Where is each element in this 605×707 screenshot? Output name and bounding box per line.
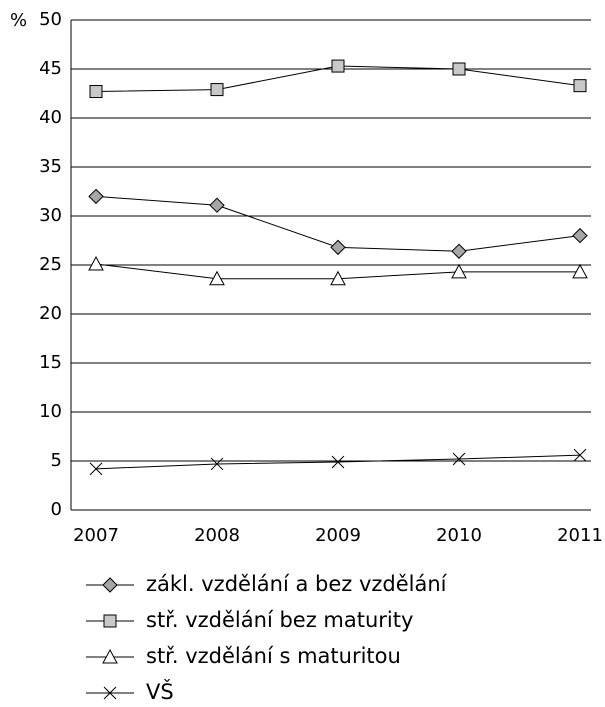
marker — [89, 462, 103, 476]
x-tick-label: 2007 — [73, 525, 119, 546]
y-tick-label: 30 — [39, 205, 62, 226]
marker — [331, 455, 345, 469]
marker — [452, 452, 466, 466]
y-tick-label: 35 — [39, 156, 62, 177]
marker — [102, 577, 118, 593]
y-tick-label: 40 — [39, 107, 62, 128]
marker — [209, 197, 225, 213]
y-tick-label: 15 — [39, 352, 62, 373]
y-tick-label: 10 — [39, 401, 62, 422]
legend-label: stř. vzdělání s maturitou — [146, 644, 401, 668]
legend-label: stř. vzdělání bez maturity — [146, 608, 413, 632]
marker — [330, 270, 346, 286]
marker — [103, 686, 117, 700]
x-tick-label: 2010 — [436, 525, 482, 546]
marker — [209, 270, 225, 286]
marker — [573, 79, 587, 93]
marker — [452, 62, 466, 76]
marker — [89, 85, 103, 99]
marker — [88, 188, 104, 205]
marker — [451, 263, 467, 279]
marker — [572, 227, 588, 244]
marker — [88, 255, 104, 271]
x-tick-label: 2008 — [194, 525, 240, 546]
x-tick-label: 2009 — [315, 525, 361, 546]
marker — [103, 614, 117, 628]
marker — [573, 448, 587, 462]
marker — [331, 59, 345, 73]
marker — [330, 239, 346, 256]
y-tick-label: 0 — [51, 499, 62, 520]
marker — [572, 263, 588, 279]
x-tick-label: 2011 — [557, 525, 603, 546]
marker — [102, 648, 118, 664]
legend-label: zákl. vzdělání a bez vzdělání — [146, 572, 448, 596]
y-tick-label: 5 — [51, 450, 62, 471]
y-tick-label: 45 — [39, 58, 62, 79]
y-tick-label: 20 — [39, 303, 62, 324]
y-tick-label: 50 — [39, 9, 62, 30]
y-unit: % — [10, 10, 27, 31]
y-tick-label: 25 — [39, 254, 62, 275]
marker — [210, 83, 224, 97]
legend-label: VŠ — [146, 679, 174, 704]
marker — [210, 457, 224, 471]
marker — [451, 243, 467, 259]
